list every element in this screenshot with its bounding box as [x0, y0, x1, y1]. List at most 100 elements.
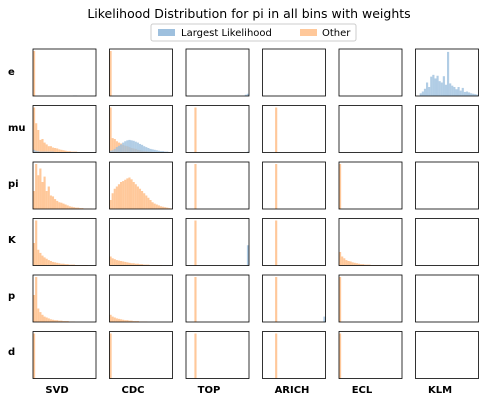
panel-frame: [262, 161, 326, 210]
bar-other: [153, 203, 156, 209]
bar-largest: [421, 91, 424, 96]
bar-other: [194, 164, 197, 209]
panel-p-cdc: [109, 274, 173, 323]
bar-other: [113, 188, 116, 209]
bar-other: [132, 321, 135, 322]
bar-largest: [162, 151, 165, 153]
bar-other: [66, 205, 69, 209]
row-labels: e mu pi K p d: [8, 67, 26, 358]
bar-largest: [476, 94, 479, 96]
bar-other: [60, 263, 63, 266]
bar-other: [68, 206, 71, 209]
bar-largest: [463, 91, 466, 96]
bar-other: [136, 263, 139, 266]
bar-other: [134, 184, 137, 209]
bar-largest: [459, 90, 462, 96]
bar-other: [62, 203, 65, 209]
panel-d-svd: [32, 331, 97, 379]
bar-other: [275, 220, 278, 266]
bar-other: [339, 164, 342, 209]
bar-other: [120, 182, 123, 209]
panel-e-arich: [262, 48, 326, 97]
bar-largest: [113, 148, 116, 153]
bar-largest: [141, 144, 144, 153]
bar-largest: [465, 91, 469, 96]
bar-largest: [474, 94, 477, 96]
bar-other: [194, 277, 197, 322]
bar-other: [77, 207, 80, 209]
row-label-pi: pi: [8, 179, 19, 190]
bar-other: [132, 182, 135, 209]
bar-other: [117, 260, 121, 266]
panel-pi-ecl: [338, 161, 403, 210]
bar-other: [345, 260, 348, 266]
bar-other: [275, 333, 278, 379]
bar-other: [68, 264, 71, 266]
bar-other: [33, 51, 36, 96]
bar-largest: [130, 140, 133, 153]
bar-other: [357, 263, 361, 266]
panel-p-top: [185, 274, 250, 323]
bar-other: [339, 252, 342, 266]
bar-other: [362, 264, 365, 266]
bar-largest: [440, 82, 443, 96]
bar-largest: [153, 149, 156, 153]
bar-largest: [122, 142, 125, 153]
bar-other: [60, 149, 63, 153]
bar-other: [37, 308, 40, 322]
panel-grid: [32, 48, 479, 379]
bar-largest: [430, 76, 433, 96]
bar-other: [64, 321, 67, 322]
bar-other: [72, 207, 76, 209]
bar-other: [128, 262, 131, 266]
bar-other: [47, 318, 50, 322]
panel-mu-cdc: [109, 105, 173, 153]
bar-other: [41, 314, 44, 322]
bar-largest: [246, 245, 250, 266]
bar-largest: [145, 147, 148, 153]
panel-frame: [338, 161, 403, 210]
bar-other: [124, 320, 127, 322]
panel-p-arich: [262, 274, 326, 323]
bar-other: [58, 202, 61, 209]
bar-other: [43, 176, 46, 209]
panel-frame: [338, 274, 403, 323]
legend-label-largest: Largest Likelihood: [181, 28, 272, 39]
bar-other: [113, 259, 116, 266]
panel-d-ecl: [338, 331, 403, 379]
bar-largest: [455, 89, 458, 96]
bar-other: [275, 277, 278, 322]
panel-frame: [109, 48, 173, 97]
bar-other: [143, 264, 146, 266]
bar-largest: [426, 82, 429, 96]
panel-frame: [185, 48, 250, 97]
bar-other: [43, 142, 46, 153]
bar-other: [66, 264, 69, 266]
panel-mu-arich: [262, 105, 326, 153]
bar-other: [62, 321, 65, 322]
bar-other: [64, 204, 67, 209]
bar-other: [51, 319, 55, 322]
bar-largest: [49, 151, 52, 153]
panel-frame: [32, 161, 97, 210]
bar-other: [41, 139, 44, 153]
bar-largest: [151, 149, 154, 153]
panel-frame: [109, 218, 173, 266]
bar-largest: [138, 143, 142, 153]
bar-other: [151, 202, 154, 209]
panel-frame: [338, 218, 403, 266]
bar-other: [60, 320, 63, 322]
bar-other: [60, 202, 63, 209]
panel-d-klm: [415, 331, 479, 379]
bar-other: [70, 206, 73, 209]
bar-other: [49, 261, 52, 266]
panel-K-cdc: [109, 218, 173, 266]
bar-other: [159, 206, 163, 209]
bar-other: [47, 260, 50, 266]
panel-d-arich: [262, 331, 326, 379]
bar-other: [166, 207, 169, 209]
bar-other: [120, 261, 123, 266]
row-label-p: p: [8, 291, 15, 302]
bar-other: [355, 263, 358, 266]
chart-title: Likelihood Distribution for pi in all bi…: [87, 6, 410, 21]
